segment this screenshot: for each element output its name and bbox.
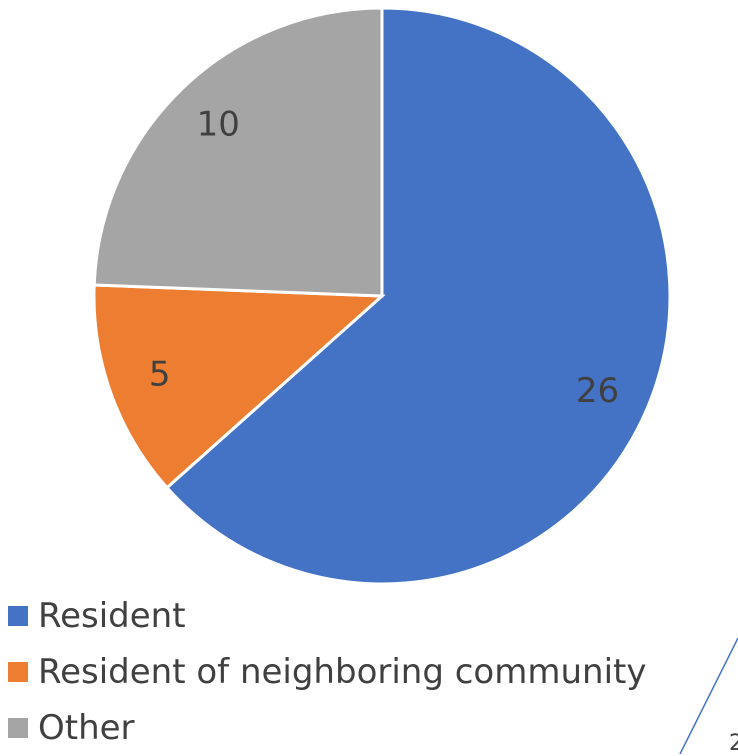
- legend-label: Other: [38, 708, 135, 748]
- legend-label: Resident of neighboring community: [38, 652, 647, 692]
- decorative-diagonal-line: [679, 637, 738, 754]
- legend-label: Resident: [38, 596, 186, 636]
- pie-slice-resident: [164, 6, 672, 586]
- page-number: 2: [729, 731, 738, 756]
- legend-swatch-resident: [8, 606, 28, 626]
- pie-slice-resident-of-neighboring-community: [92, 283, 386, 490]
- legend: Resident Resident of neighboring communi…: [8, 588, 646, 756]
- legend-item-other: Other: [8, 700, 646, 756]
- data-label-resident: 26: [576, 371, 619, 411]
- pie-data-labels: 26 5 10: [149, 104, 619, 411]
- legend-swatch-other: [8, 718, 28, 738]
- legend-item-resident: Resident: [8, 588, 646, 644]
- pie-slices: [92, 6, 672, 586]
- data-label-resident-of-neighboring-community: 5: [149, 354, 171, 394]
- pie-slice-other: [92, 6, 384, 298]
- legend-swatch-neighboring: [8, 662, 28, 682]
- data-label-other: 10: [197, 104, 240, 144]
- legend-item-neighboring: Resident of neighboring community: [8, 644, 646, 700]
